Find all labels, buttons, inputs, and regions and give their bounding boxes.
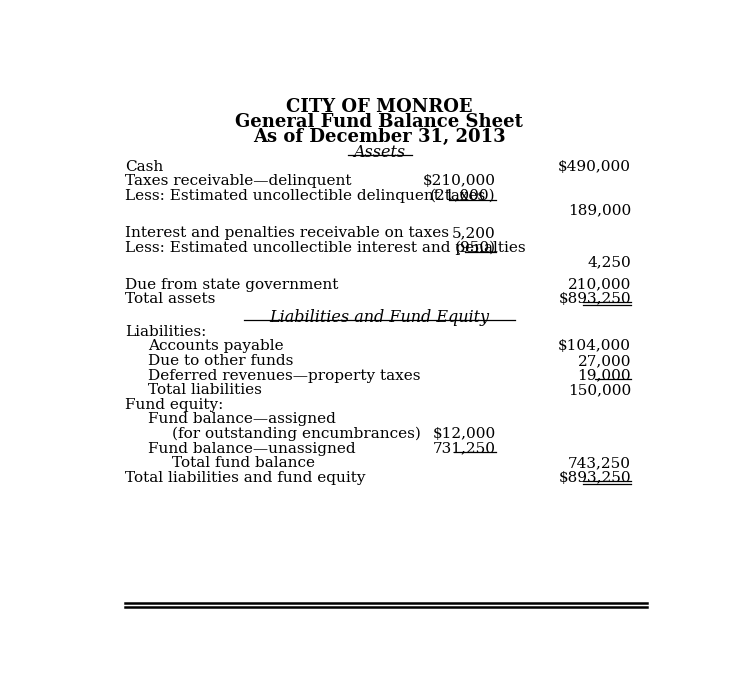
Text: Less: Estimated uncollectible interest and penalties: Less: Estimated uncollectible interest a… <box>125 240 525 254</box>
Text: $893,250: $893,250 <box>559 292 631 306</box>
Text: $490,000: $490,000 <box>558 160 631 174</box>
Text: Due to other funds: Due to other funds <box>148 354 294 368</box>
Text: Assets: Assets <box>353 144 406 162</box>
Text: Total assets: Total assets <box>125 292 215 306</box>
Text: 731,250: 731,250 <box>432 442 496 456</box>
Text: Fund balance—unassigned: Fund balance—unassigned <box>148 442 356 456</box>
Text: (950): (950) <box>454 240 496 254</box>
Text: Accounts payable: Accounts payable <box>148 339 284 353</box>
Text: General Fund Balance Sheet: General Fund Balance Sheet <box>235 113 523 131</box>
Text: (21,000): (21,000) <box>430 189 496 203</box>
Text: Due from state government: Due from state government <box>125 277 338 291</box>
Text: 210,000: 210,000 <box>568 277 631 291</box>
Text: 743,250: 743,250 <box>568 457 631 470</box>
Text: Cash: Cash <box>125 160 164 174</box>
Text: $12,000: $12,000 <box>432 427 496 441</box>
Text: As of December 31, 2013: As of December 31, 2013 <box>253 128 505 146</box>
Text: Taxes receivable—delinquent: Taxes receivable—delinquent <box>125 174 351 188</box>
Text: $104,000: $104,000 <box>558 339 631 353</box>
Text: Less: Estimated uncollectible delinquent taxes: Less: Estimated uncollectible delinquent… <box>125 189 485 203</box>
Text: CITY OF MONROE: CITY OF MONROE <box>286 98 473 116</box>
Text: Deferred revenues—property taxes: Deferred revenues—property taxes <box>148 369 421 383</box>
Text: Total liabilities and fund equity: Total liabilities and fund equity <box>125 471 366 485</box>
Text: 150,000: 150,000 <box>568 383 631 397</box>
Text: 189,000: 189,000 <box>568 204 631 217</box>
Text: Fund balance—assigned: Fund balance—assigned <box>148 413 336 427</box>
Text: Interest and penalties receivable on taxes: Interest and penalties receivable on tax… <box>125 226 449 240</box>
Text: Liabilities and Fund Equity: Liabilities and Fund Equity <box>269 309 489 326</box>
Text: $210,000: $210,000 <box>423 174 496 188</box>
Text: Total fund balance: Total fund balance <box>172 457 314 470</box>
Text: Liabilities:: Liabilities: <box>125 325 206 339</box>
Text: Fund equity:: Fund equity: <box>125 398 223 412</box>
Text: 27,000: 27,000 <box>578 354 631 368</box>
Text: (for outstanding encumbrances): (for outstanding encumbrances) <box>172 427 420 441</box>
Text: Total liabilities: Total liabilities <box>148 383 262 397</box>
Text: 5,200: 5,200 <box>451 226 496 240</box>
Text: 19,000: 19,000 <box>577 369 631 383</box>
Text: 4,250: 4,250 <box>588 255 631 269</box>
Text: $893,250: $893,250 <box>559 471 631 485</box>
